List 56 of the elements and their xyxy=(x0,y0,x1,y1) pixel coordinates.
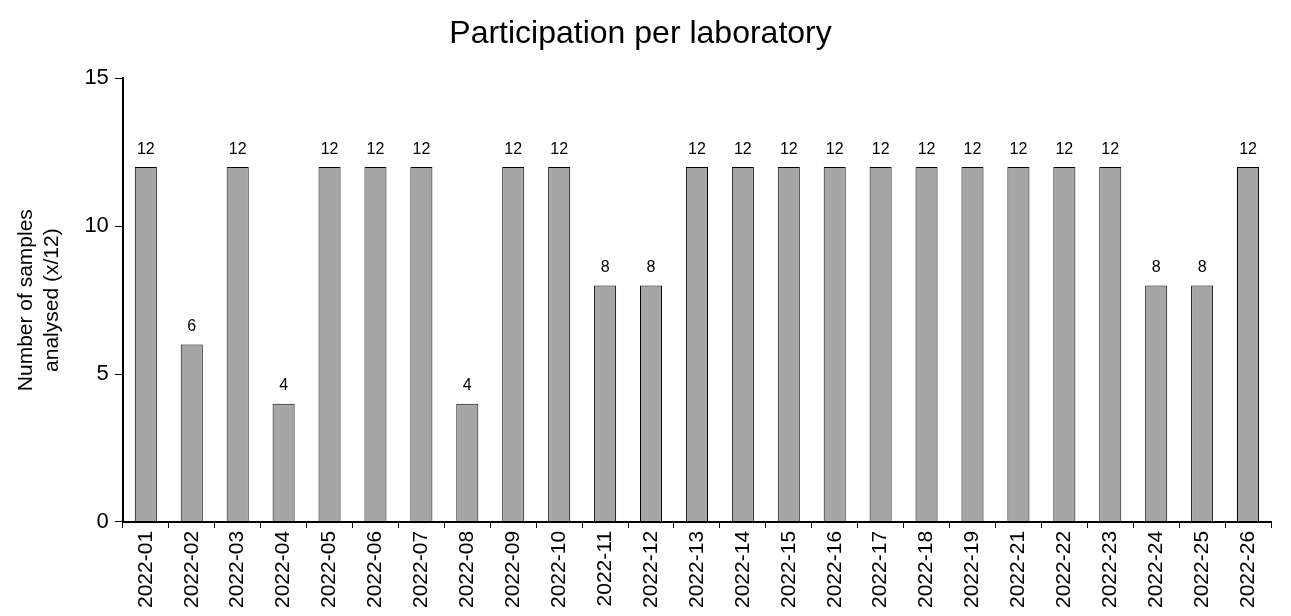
data-label: 8 xyxy=(1151,257,1161,275)
x-tick-label: 2022-12 xyxy=(637,530,661,609)
x-tick-label: 2022-21 xyxy=(1005,530,1029,609)
x-tick-label: 2022-05 xyxy=(316,530,340,609)
x-tick-label: 2022-02 xyxy=(178,530,202,609)
data-label: 4 xyxy=(279,376,289,394)
x-tick-label: 2022-10 xyxy=(545,530,569,609)
data-label: 12 xyxy=(1055,139,1074,157)
data-label: 12 xyxy=(504,139,523,157)
x-tick-label: 2022-25 xyxy=(1188,530,1212,609)
data-label: 12 xyxy=(963,139,982,157)
y-tick-label: 10 xyxy=(84,212,109,238)
data-label: 6 xyxy=(187,316,197,334)
x-tick-label: 2022-23 xyxy=(1097,530,1121,609)
x-tick-label: 2022-15 xyxy=(775,530,799,609)
data-label: 12 xyxy=(733,139,752,157)
data-label: 12 xyxy=(779,139,798,157)
x-tick-label: 2022-19 xyxy=(959,530,983,609)
data-label: 12 xyxy=(871,139,890,157)
y-axis-title: Number of samples analysed (x/12) xyxy=(13,209,62,392)
x-tick-label: 2022-01 xyxy=(132,530,156,609)
x-tick-label: 2022-04 xyxy=(270,530,294,609)
x-tick-label: 2022-22 xyxy=(1051,530,1075,609)
y-tick-label: 5 xyxy=(96,360,109,386)
data-label: 12 xyxy=(412,139,431,157)
x-tick-label: 2022-11 xyxy=(591,530,615,607)
x-tick-label: 2022-17 xyxy=(867,530,891,609)
data-label: 12 xyxy=(320,139,339,157)
y-tick-label: 0 xyxy=(96,507,109,533)
data-label: 12 xyxy=(228,139,247,157)
data-label: 12 xyxy=(1239,139,1258,157)
x-tick-label: 2022-13 xyxy=(683,530,707,609)
x-tick-label: 2022-09 xyxy=(500,530,524,609)
data-label: 12 xyxy=(917,139,936,157)
x-tick-label: 2022-07 xyxy=(408,530,432,609)
data-label: 8 xyxy=(1197,257,1207,275)
data-label: 12 xyxy=(550,139,569,157)
x-tick-label: 2022-26 xyxy=(1234,530,1258,609)
data-label: 8 xyxy=(646,257,656,275)
x-tick-label: 2022-18 xyxy=(913,530,937,609)
x-tick-label: 2022-03 xyxy=(224,530,248,609)
data-label: 12 xyxy=(1101,139,1120,157)
x-tick-label: 2022-06 xyxy=(362,530,386,609)
data-label: 4 xyxy=(462,376,472,394)
data-label: 12 xyxy=(136,139,155,157)
data-label: 12 xyxy=(366,139,385,157)
data-label: 12 xyxy=(825,139,844,157)
chart-title: Participation per laboratory xyxy=(449,14,832,51)
x-tick-label: 2022-16 xyxy=(821,530,845,609)
y-tick-label: 15 xyxy=(84,64,109,90)
data-label: 12 xyxy=(688,139,706,157)
x-tick-label: 2022-24 xyxy=(1142,530,1166,609)
x-tick-label: 2022-08 xyxy=(454,530,478,609)
x-tick-label: 2022-14 xyxy=(729,530,753,609)
data-label: 12 xyxy=(1009,139,1028,157)
data-label: 8 xyxy=(600,257,610,275)
